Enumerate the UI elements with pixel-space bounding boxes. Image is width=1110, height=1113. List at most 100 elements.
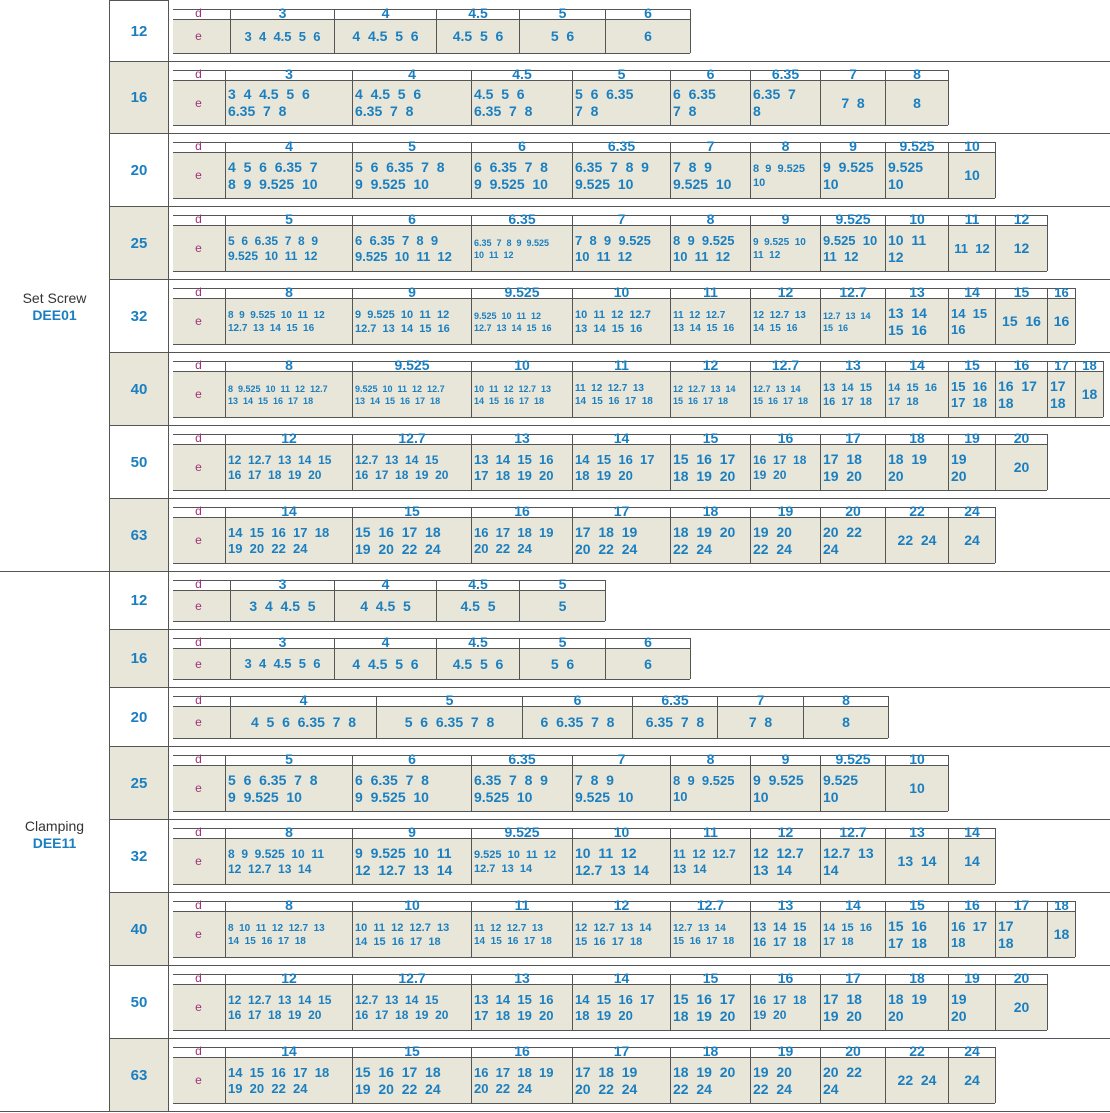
shaft-diameter: 15	[1013, 284, 1030, 300]
compatible-sizes-line: 12.7 13 14 15 16	[228, 322, 315, 334]
grid-line	[605, 580, 606, 621]
compatible-sizes-line: 12.7 13 14	[753, 383, 801, 394]
grid-line	[670, 828, 671, 884]
grid-line	[1047, 215, 1048, 271]
grid-line	[670, 142, 671, 198]
grid-line	[225, 434, 226, 490]
group-code: DEE01	[32, 307, 77, 323]
grid-line	[885, 434, 886, 490]
compatible-sizes-line: 5 6 6.35 7 8	[404, 714, 495, 730]
compatible-sizes-line: 7 8	[673, 103, 697, 119]
compatible-sizes: 9.525 10 11 12 12.7 13 14	[474, 839, 570, 884]
compatible-sizes: 16 17 18 19 20 22 24	[474, 518, 570, 563]
shaft-diameter: 9	[781, 751, 790, 767]
grid-line	[471, 1047, 472, 1103]
compatible-sizes-line: 17	[1050, 377, 1066, 394]
compatible-sizes-line: 13 14	[753, 861, 792, 878]
grid-line	[471, 142, 472, 198]
shaft-diameter: 18	[1082, 358, 1097, 373]
grid-line	[173, 590, 605, 591]
compatible-sizes: 19 20 22 24	[753, 518, 818, 563]
compatible-sizes-line: 8 9.525 10 11 12 12.7	[228, 383, 328, 394]
compatible-sizes-line: 7 8	[841, 94, 865, 111]
shaft-diameter: 20	[845, 503, 861, 519]
compatible-sizes: 5	[522, 591, 603, 621]
grid-line	[173, 811, 948, 812]
grid-line	[225, 70, 226, 125]
compatible-sizes-line: 16 17	[998, 377, 1037, 394]
shaft-diameter: 6	[408, 211, 416, 227]
e-row-background	[173, 912, 1075, 957]
grid-line	[885, 1047, 886, 1103]
shaft-diameter: 3	[278, 634, 287, 650]
shaft-diameter: 16	[777, 430, 794, 446]
compatible-sizes-line: 20	[1013, 999, 1030, 1015]
compatible-sizes: 12.7 13 14 15 16 17 18	[673, 912, 748, 957]
grid-line	[173, 679, 690, 680]
shaft-diameter: 20	[1013, 970, 1030, 986]
compatible-sizes: 12.7 13 14 15 16 17 18	[753, 372, 818, 417]
compatible-sizes-line: 9.525 10 11 12 12.7	[355, 383, 445, 394]
grid-line	[173, 1057, 995, 1058]
compatible-sizes: 13 14 15 16	[888, 299, 946, 344]
compatible-sizes-line: 15 16	[823, 322, 849, 333]
grid-line	[670, 901, 671, 957]
grid-line	[670, 215, 671, 271]
compatible-sizes: 22 24	[888, 518, 946, 563]
compatible-sizes-line: 14 15 16 17 18	[228, 935, 306, 947]
compatible-sizes: 20	[998, 445, 1045, 490]
compatible-sizes: 3 4 4.5 5 6	[233, 649, 332, 679]
compatible-sizes: 13 14 15 16 17 18 19 20	[474, 985, 570, 1030]
shaft-diameter: 20	[845, 1043, 861, 1059]
compatible-sizes-line: 16 17 18 19 20	[228, 467, 322, 482]
grid-line	[572, 755, 573, 811]
grid-line	[0, 1111, 1110, 1112]
shaft-diameter: 12.7	[839, 284, 867, 300]
compatible-sizes: 9 9.525 10 11 12 12.7 13 14	[355, 839, 469, 884]
grid-line	[885, 70, 886, 125]
compatible-sizes-line: 19 20	[753, 467, 787, 482]
grid-line	[1047, 288, 1048, 344]
compatible-sizes: 6.35 7 8 9 9.525 10 11 12	[474, 226, 570, 271]
grid-line	[173, 648, 690, 649]
compatible-sizes-line: 13 14	[888, 304, 927, 321]
grid-line	[173, 434, 1047, 435]
compatible-sizes-line: 15 16	[951, 378, 988, 394]
shaft-diameter: 10	[909, 751, 925, 767]
shaft-diameter: 13	[909, 284, 925, 300]
compatible-sizes: 9.525 10	[823, 766, 883, 811]
compatible-sizes-line: 9.525 10	[474, 788, 533, 805]
compatible-sizes-line: 9 9.525 10 11 12	[355, 308, 450, 321]
compatible-sizes: 9 9.525 10	[753, 766, 818, 811]
grid-line	[750, 755, 751, 811]
e-row-background	[173, 985, 1047, 1030]
shaft-diameter: 11	[703, 284, 718, 300]
compatible-sizes: 13 14	[888, 839, 946, 884]
shaft-diameter: 4	[299, 692, 308, 708]
e-row-background	[173, 226, 1047, 271]
shaft-diameter: 7	[617, 751, 626, 767]
compatible-sizes: 12 12.7 13 14 15 16 17 18	[673, 372, 748, 417]
compatible-sizes-line: 9.525	[823, 771, 859, 788]
compatible-sizes-line: 12 12.7 13	[753, 309, 806, 321]
compatible-sizes-line: 5	[558, 597, 567, 614]
compatible-sizes: 6	[608, 649, 688, 679]
grid-line	[632, 696, 633, 738]
shaft-diameter: 6.35	[607, 138, 636, 154]
compatible-sizes: 8 9 9.525 10 11 12 12.7 13 14 15 16	[228, 299, 350, 344]
compatible-sizes: 15 16 17 18 19 20 22 24	[355, 1058, 469, 1103]
compatible-sizes-line: 9 9.525 10 11	[355, 844, 452, 861]
shaft-diameter: 15	[964, 357, 980, 373]
compatible-sizes-line: 4 4.5 5	[360, 597, 411, 614]
grid-line	[948, 434, 949, 490]
shaft-diameter: 6	[573, 692, 582, 708]
e-label: e	[195, 854, 202, 868]
bore-size: 25	[110, 747, 168, 819]
grid-line	[173, 271, 1047, 272]
compatible-sizes-line: 20	[951, 467, 967, 484]
grid-line	[670, 288, 671, 344]
grid-line	[820, 434, 821, 490]
grid-line	[173, 828, 995, 829]
compatible-sizes: 11 12 12.7 13 14 15 16 17 18	[575, 372, 668, 417]
